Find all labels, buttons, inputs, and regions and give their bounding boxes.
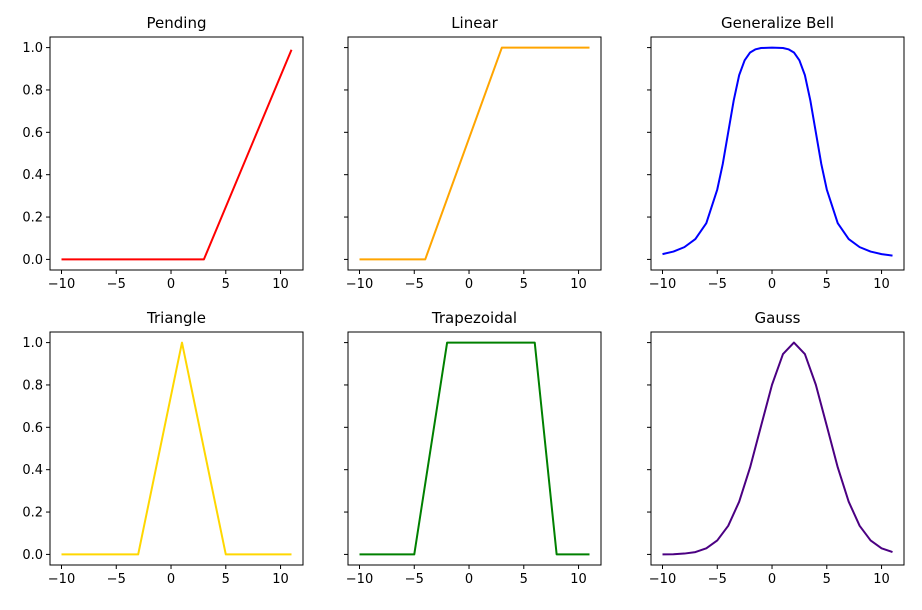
panel-linear: Linear −10 −5 0 5 10 [344,14,602,292]
y-tick-label: 1.0 [22,336,43,351]
x-tick-label: 5 [823,277,831,292]
x-tick-label: 0 [768,277,776,292]
series-line [61,49,293,261]
axes-frame [347,331,602,566]
x-tick-label: 0 [167,277,175,292]
x-tick-label: −10 [346,277,373,292]
panel-trapezoidal: Trapezoidal −10 −5 0 5 10 [344,309,602,587]
series-line [61,341,292,556]
y-tick-label: 0.8 [22,83,43,98]
x-tick-label: 10 [570,572,587,587]
y-tick-label: 0.4 [22,463,43,478]
x-tick-label: 0 [465,277,473,292]
x-tick-label: 5 [222,277,230,292]
y-tick-label: 0.0 [22,548,43,563]
x-tick-label: 5 [222,572,230,587]
x-tick-label: 10 [272,277,289,292]
axes-frame [650,36,905,271]
x-tick-label: −5 [708,572,727,587]
x-tick-label: −5 [405,277,424,292]
y-tick-label: 0.2 [22,506,43,521]
x-tick-label: 5 [823,572,831,587]
x-tick-label: −10 [48,572,75,587]
panel-generalize-bell: Generalize Bell −10 −5 0 5 10 [647,14,905,292]
panel-title: Gauss [755,309,801,327]
x-tick-label: −10 [649,572,676,587]
panel-title: Pending [147,14,207,32]
x-tick-label: −5 [107,572,126,587]
x-tick-label: 10 [873,572,890,587]
y-tick-label: 0.6 [22,421,43,436]
series-line [662,46,893,257]
y-tick-label: 0.0 [22,253,43,268]
x-tick-label: −5 [405,572,424,587]
y-tick-label: 0.4 [22,168,43,183]
x-tick-label: 0 [465,572,473,587]
y-tick-label: 0.2 [22,211,43,226]
panel-title: Generalize Bell [721,14,834,32]
axes-frame [650,331,905,566]
x-tick-label: 0 [167,572,175,587]
y-tick-label: 1.0 [22,41,43,56]
axes-frame [49,331,304,566]
x-tick-label: 10 [570,277,587,292]
panel-pending: Pending −10 −5 0 5 10 0.0 0.2 0.4 0.6 0.8 1.0 [22,14,304,292]
x-tick-label: −5 [708,277,727,292]
panel-triangle: Triangle −10 −5 0 5 10 0.0 0.2 0.4 0.6 0.8 1.0 [22,309,304,587]
x-tick-label: 10 [873,277,890,292]
y-tick-label: 0.8 [22,378,43,393]
x-tick-label: 0 [768,572,776,587]
x-tick-label: −5 [107,277,126,292]
x-tick-label: −10 [48,277,75,292]
panel-title: Linear [451,14,498,32]
x-tick-label: −10 [649,277,676,292]
y-tick-label: 0.6 [22,126,43,141]
series-line [662,341,893,556]
axes-frame [49,36,304,271]
x-tick-label: 5 [520,572,528,587]
x-tick-label: 5 [520,277,528,292]
series-line [359,46,590,261]
panel-title: Triangle [146,309,206,327]
x-tick-label: 10 [272,572,289,587]
axes-frame [347,36,602,271]
panel-gauss: Gauss −10 −5 0 5 10 [647,309,905,587]
panel-title: Trapezoidal [431,309,517,327]
series-line [359,341,590,556]
x-tick-label: −10 [346,572,373,587]
